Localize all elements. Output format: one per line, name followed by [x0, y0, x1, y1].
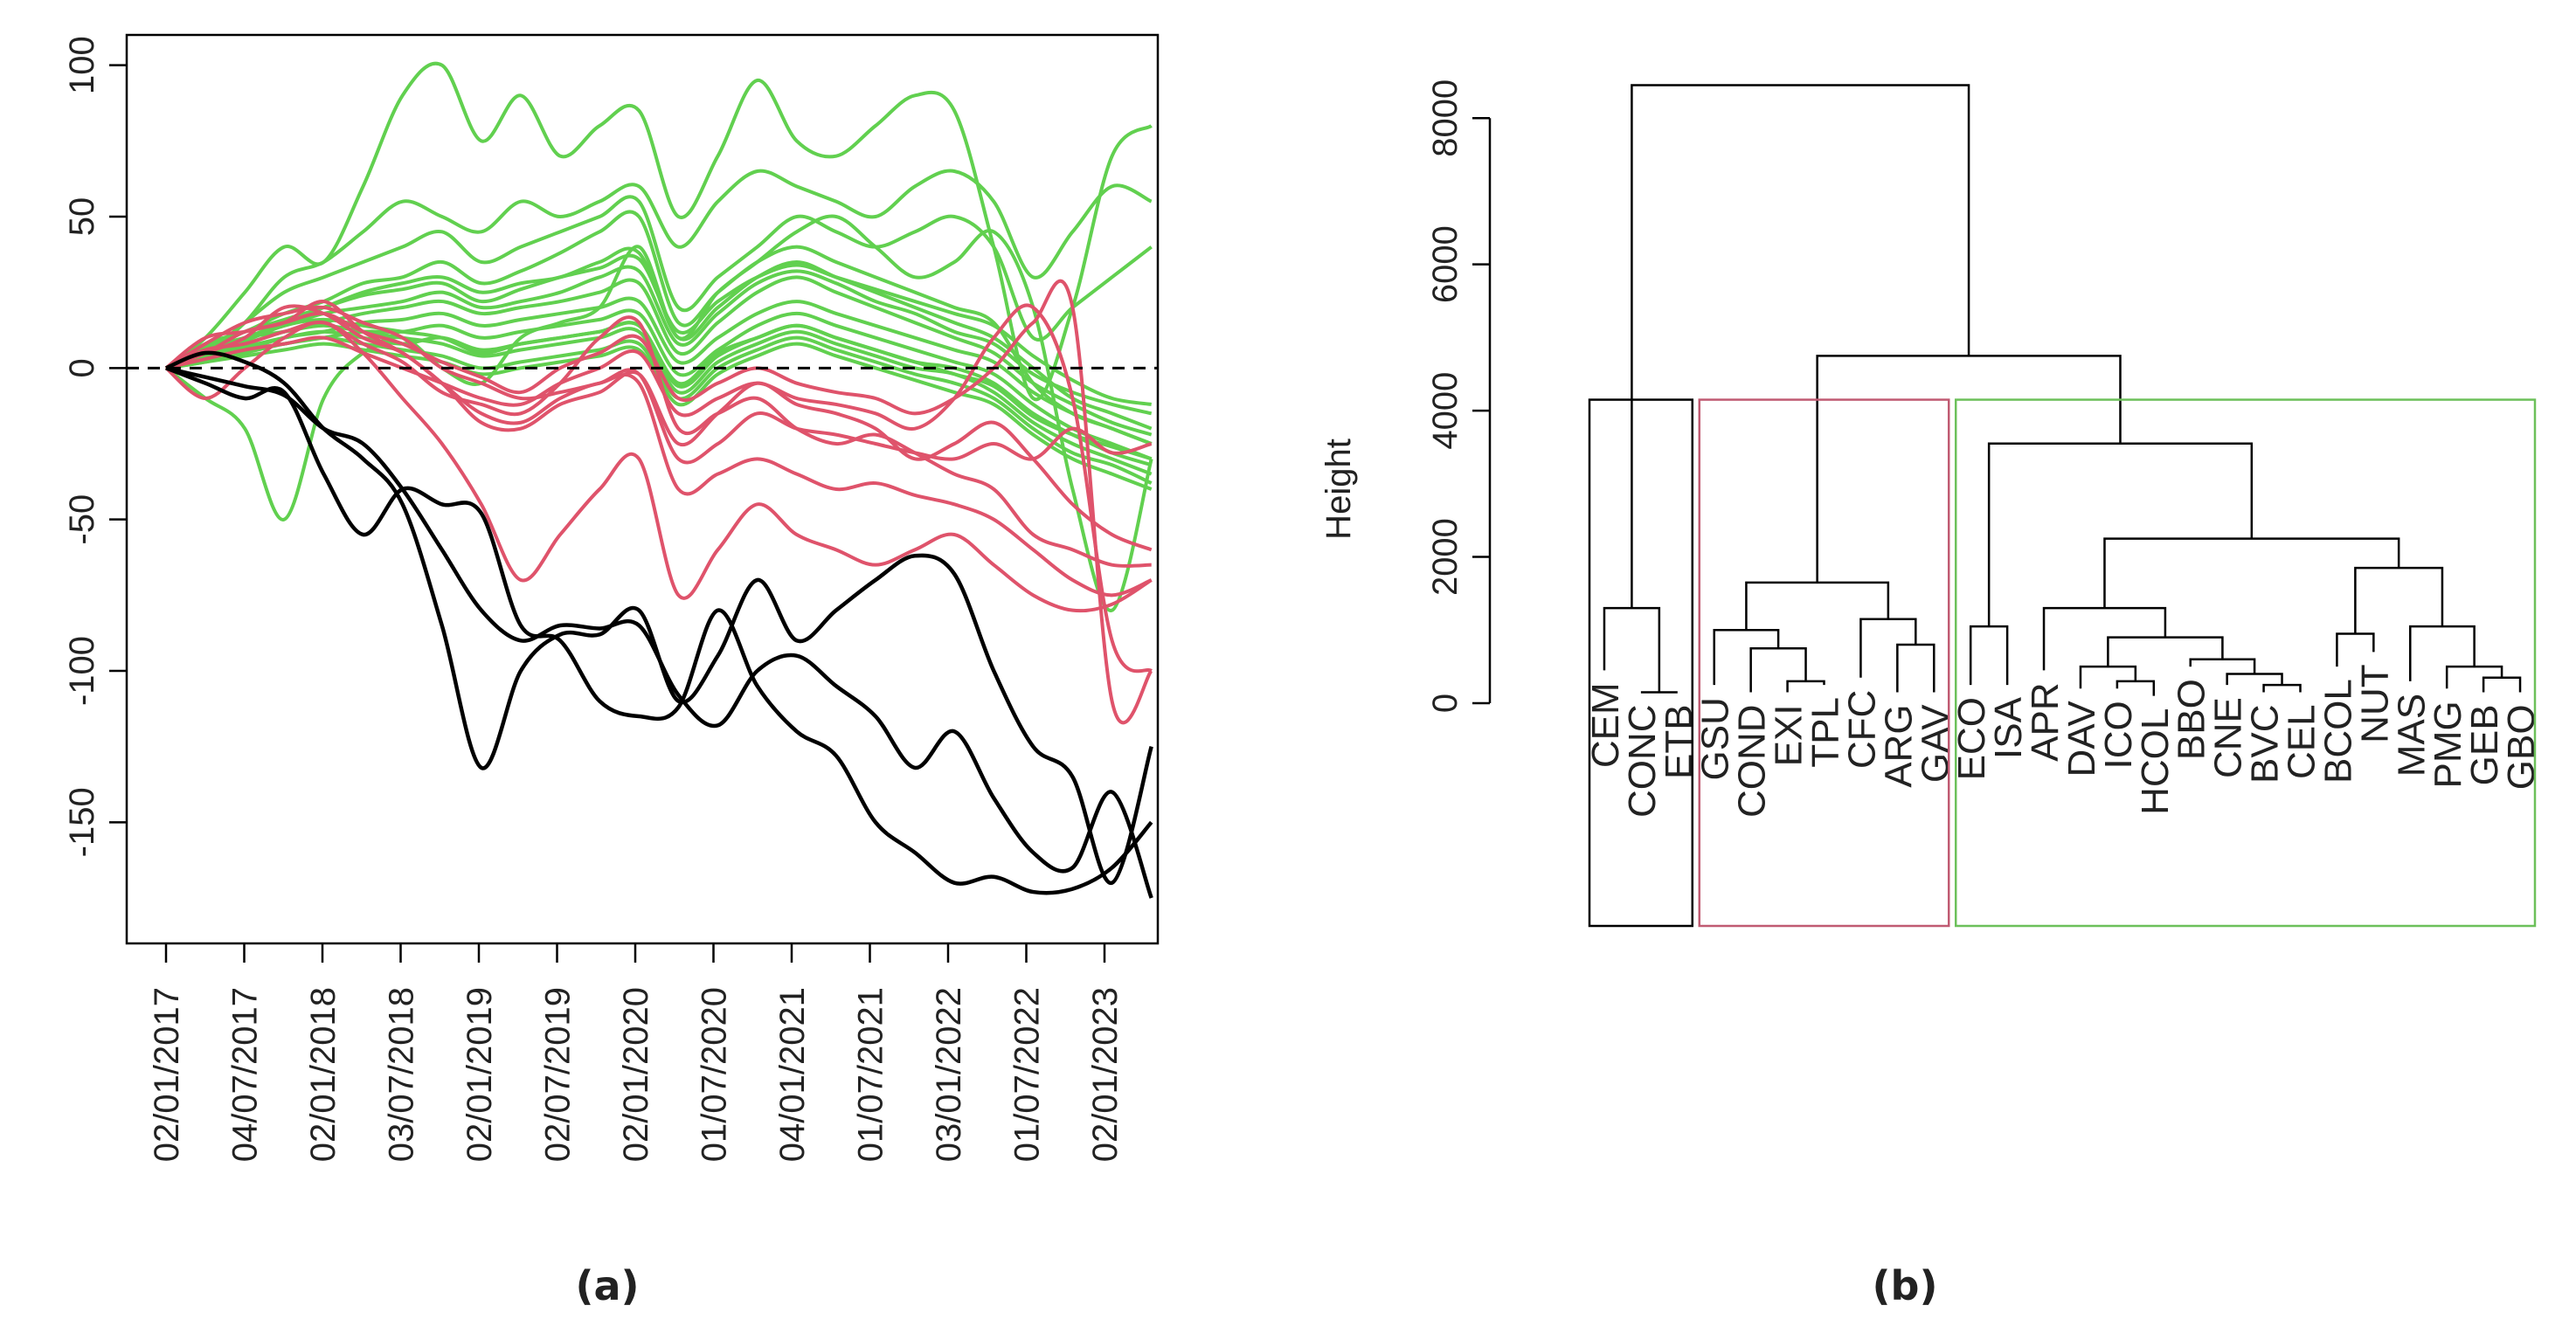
- x-tick-label: 02/01/2019: [460, 987, 499, 1162]
- leaf-label-gbo: GBO: [2500, 704, 2543, 790]
- series-line-gsu: [164, 305, 1153, 465]
- cluster-3-box: [1954, 398, 2537, 928]
- series-line-etb: [165, 366, 1153, 899]
- dendrogram-branch: [1816, 355, 2122, 583]
- dendrogram-branch: [2107, 636, 2224, 667]
- dendrogram-branch: [2189, 658, 2256, 674]
- y-tick-label: 50: [63, 197, 101, 237]
- y-tick-label: 100: [63, 36, 101, 94]
- dendrogram-branch: [1896, 643, 1935, 693]
- series-line-conc: [165, 350, 1153, 885]
- panel-b-label: (b): [1873, 1262, 1938, 1309]
- series-line-arg: [165, 303, 1153, 673]
- x-tick-label: 02/01/2023: [1086, 987, 1125, 1162]
- y-tick-label: 6000: [1426, 225, 1465, 303]
- series-line-cfc: [165, 300, 1153, 552]
- dendrogram-branch: [2116, 680, 2156, 696]
- leaf-label-tpl: TPL: [1804, 697, 1847, 768]
- cluster-2-box: [1698, 398, 1950, 928]
- y-tick-label: 0: [1426, 694, 1465, 713]
- x-tick-label: 02/07/2019: [539, 987, 578, 1162]
- dendrogram-branch: [1987, 442, 2254, 627]
- dendrogram-branch: [2336, 632, 2375, 667]
- dendrogram-branch: [2226, 673, 2283, 686]
- leaf-label-mas: MAS: [2390, 694, 2433, 777]
- x-tick-label: 01/07/2021: [852, 987, 890, 1162]
- leaf-label-pmg: PMG: [2427, 701, 2469, 788]
- leaf-label-exi: EXI: [1768, 704, 1811, 766]
- leaf-label-arg: ARG: [1877, 704, 1920, 787]
- leaf-label-dav: DAV: [2060, 701, 2103, 777]
- dendrogram-branch: [1969, 625, 2009, 686]
- leaf-label-gsu: GSU: [1694, 697, 1737, 780]
- dendrogram-branch: [1603, 606, 1661, 693]
- dendrogram-branch: [2103, 537, 2400, 609]
- dendrogram-branch: [2445, 665, 2503, 689]
- x-tick-label: 03/01/2022: [930, 987, 968, 1162]
- panel-b-dendrogram: 02000400060008000HeightCEMCONCETBGSUCOND…: [1319, 79, 2543, 928]
- dendrogram-branch: [1631, 84, 1970, 609]
- leaf-label-apr: APR: [2024, 682, 2067, 761]
- leaf-label-cond: COND: [1731, 704, 1774, 818]
- panel-a-line-chart: 100 50 0 -50 -100 -150 02/01/2017 04/07/2017 02/…: [63, 33, 1160, 1162]
- leaf-label-cel: CEL: [2281, 704, 2323, 779]
- dendrogram-branch: [1745, 581, 1890, 631]
- series-line-ico: [164, 210, 1153, 445]
- y-tick-label: 4000: [1426, 372, 1465, 450]
- y-tick-label: -100: [63, 636, 101, 706]
- series-line-tpl: [165, 315, 1152, 568]
- x-tick-label: 02/01/2020: [617, 987, 655, 1162]
- dendrogram-branch: [1749, 646, 1807, 693]
- x-tick-label: 04/07/2017: [226, 987, 265, 1162]
- panel-a-label: (a): [575, 1262, 639, 1309]
- dendrogram-branch: [2482, 676, 2522, 693]
- series-group: [164, 61, 1153, 899]
- dendrogram-branch: [2409, 625, 2476, 681]
- y-axis-title: Height: [1319, 439, 1358, 540]
- leaf-label-eco: ECO: [1950, 697, 1993, 780]
- y-tick-label: -150: [63, 787, 101, 857]
- series-line-gav: [164, 279, 1153, 725]
- y-tick-label: 8000: [1426, 79, 1465, 157]
- x-tick-label: 02/01/2018: [304, 987, 343, 1162]
- leaf-label-isa: ISA: [1987, 696, 2030, 759]
- leaf-label-bcol: BCOL: [2316, 679, 2359, 784]
- series-line-isa: [165, 169, 1153, 370]
- leaf-label-geb: GEB: [2463, 704, 2506, 785]
- dendrogram-branch: [1713, 629, 1780, 686]
- dendrogram-branch: [1859, 618, 1917, 678]
- series-line-exi: [164, 320, 1153, 613]
- y-tick-label: 2000: [1426, 518, 1465, 596]
- dendrogram-branch: [2079, 665, 2137, 689]
- leaf-label-cem: CEM: [1584, 682, 1627, 768]
- y-tick-label: 0: [63, 358, 101, 377]
- leaf-label-bbo: BBO: [2171, 679, 2213, 760]
- leaf-label-cne: CNE: [2207, 697, 2250, 778]
- cluster-1-box: [1588, 398, 1694, 928]
- dendrogram-branch: [1786, 680, 1825, 693]
- plot-frame: [125, 33, 1160, 945]
- leaf-label-hcol: HCOL: [2134, 708, 2177, 815]
- leaf-label-conc: CONC: [1621, 704, 1664, 818]
- x-tick-label: 04/01/2021: [773, 987, 812, 1162]
- x-tick-label: 01/07/2022: [1008, 987, 1047, 1162]
- series-line-cem: [165, 366, 1153, 895]
- x-tick-label: 02/01/2017: [148, 987, 186, 1162]
- series-line-geb: [165, 317, 1153, 461]
- x-tick-label: 01/07/2020: [696, 987, 734, 1162]
- dendrogram-branch: [2262, 683, 2302, 693]
- x-tick-label: 03/07/2018: [383, 987, 421, 1162]
- leaf-label-cfc: CFC: [1840, 690, 1883, 769]
- series-line-dav: [165, 195, 1153, 370]
- dendrogram-branch: [2042, 606, 2167, 671]
- series-line-cne: [165, 265, 1153, 416]
- dendrogram-branch: [2354, 566, 2444, 634]
- leaf-label-bvc: BVC: [2244, 704, 2287, 783]
- leaf-label-nut: NUT: [2353, 664, 2396, 742]
- y-tick-label: -50: [63, 494, 101, 545]
- leaf-label-ico: ICO: [2097, 701, 2140, 769]
